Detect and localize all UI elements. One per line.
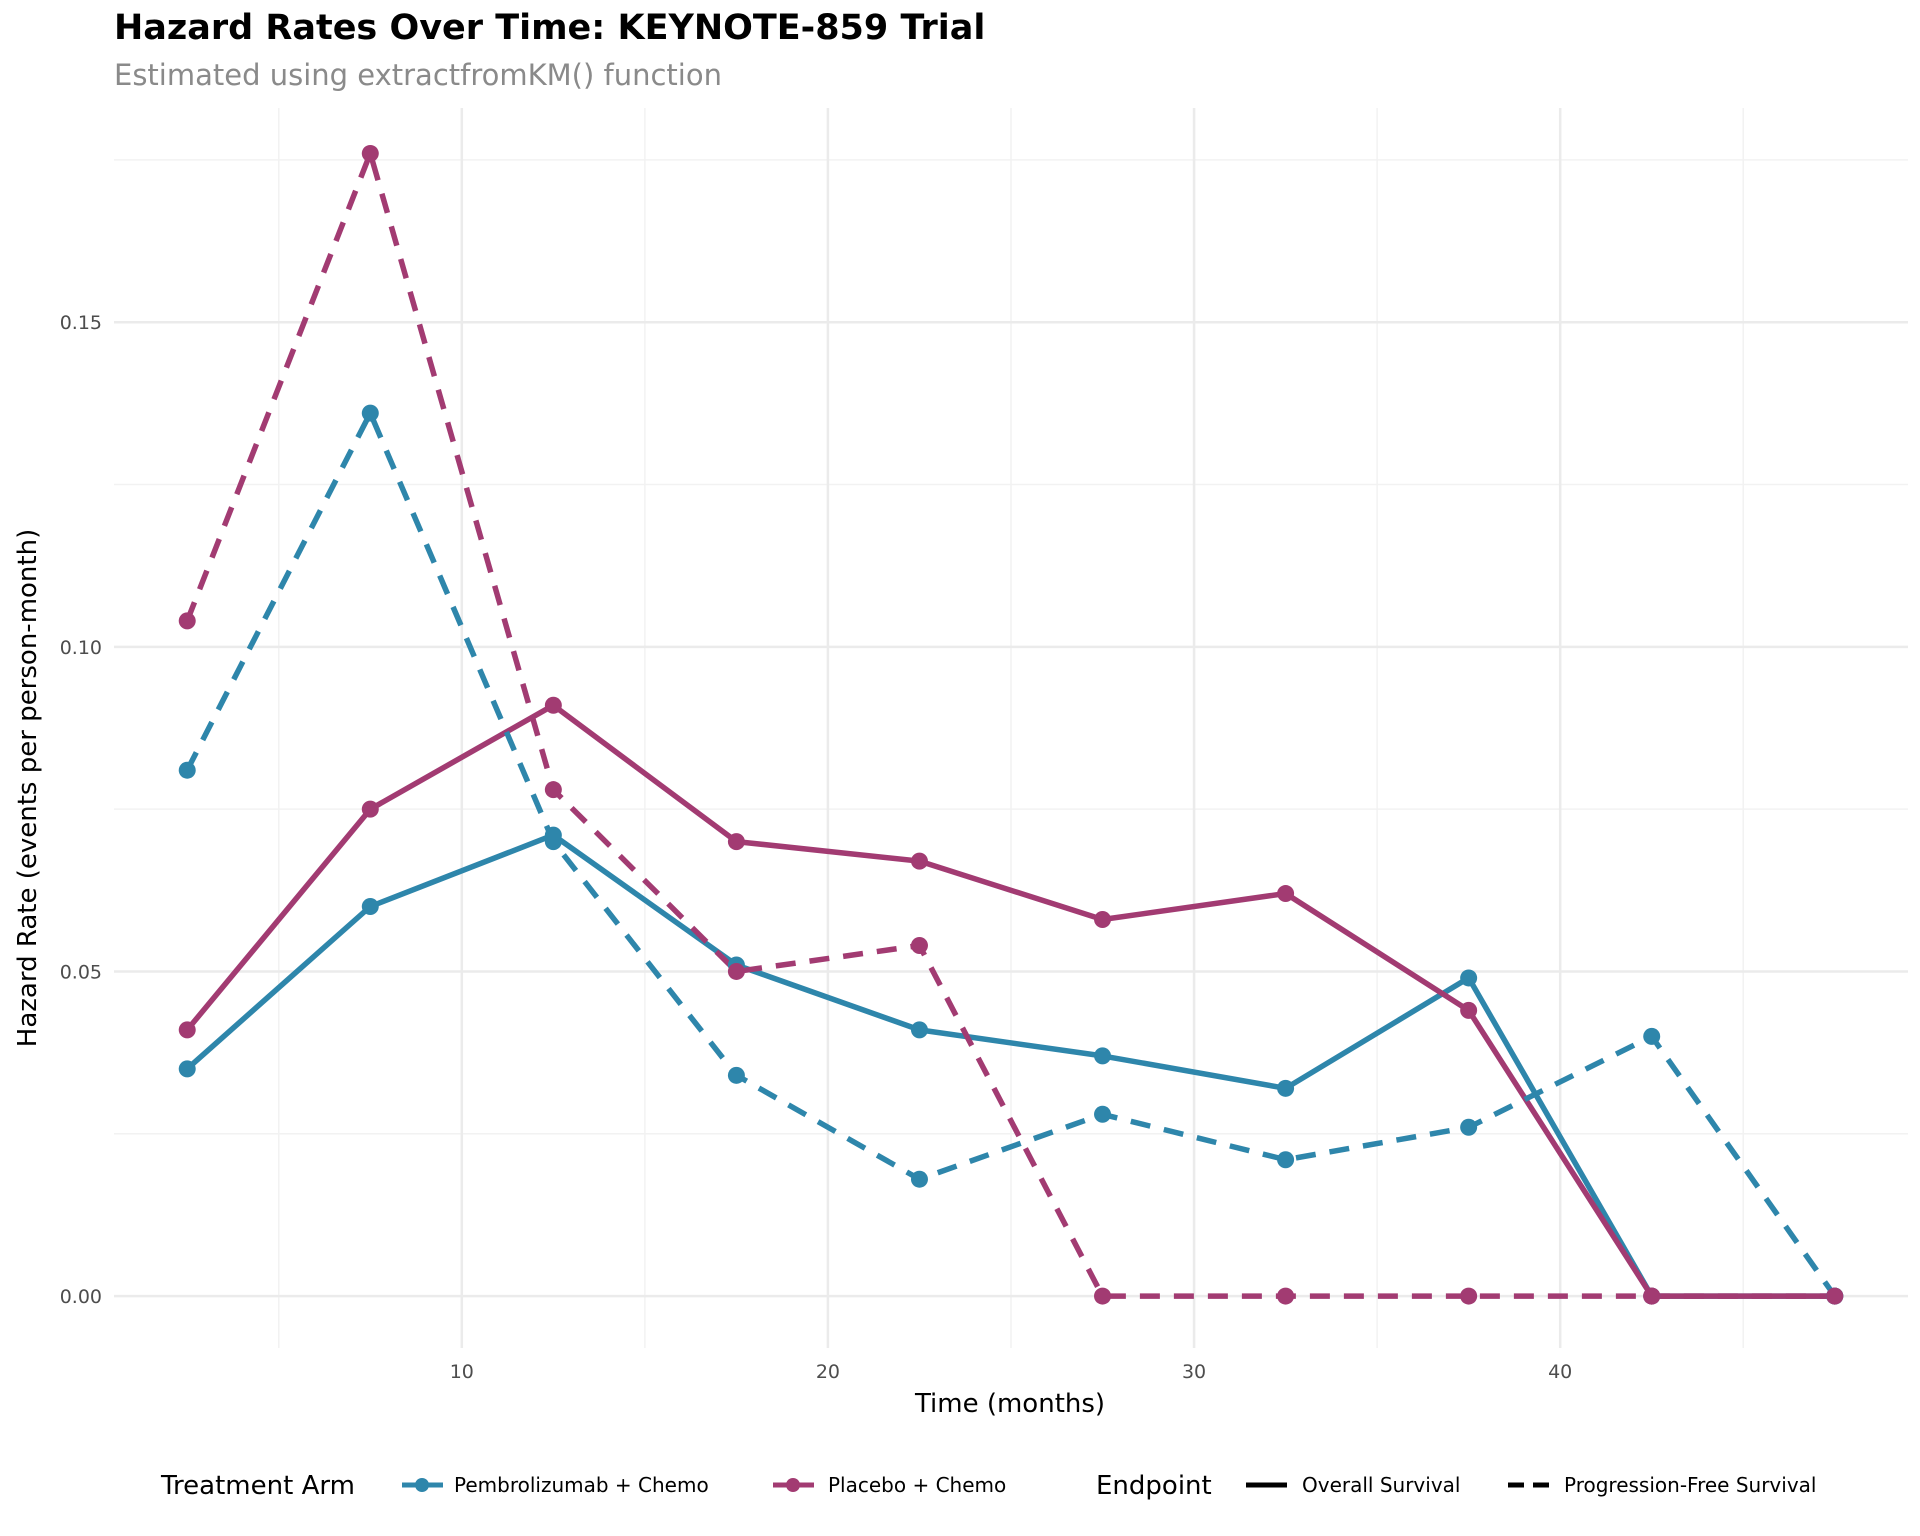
data-point [727,833,745,851]
data-point [1277,1287,1295,1305]
data-point [1094,1047,1112,1065]
data-point [1643,1027,1661,1045]
data-point [1094,1287,1112,1305]
chart-title: Hazard Rates Over Time: KEYNOTE-859 Tria… [114,8,986,48]
series-line-2 [184,410,1838,1298]
series-line-3 [184,150,1835,1299]
data-point [910,1021,928,1039]
data-point [1460,969,1478,987]
data-point [727,1066,745,1084]
series-layer [178,144,1844,1305]
x-tick-label: 30 [1182,1361,1206,1383]
data-point [1826,1287,1844,1305]
legend-endpoint-title: Endpoint [1096,1471,1212,1501]
data-point [361,144,379,162]
axis-layer: 10 20 30 40 0.00 0.05 0.10 0.15 [60,312,1573,1383]
data-point [544,696,562,714]
legend-arm-placebo-label: Placebo + Chemo [828,1473,1006,1497]
data-point [910,936,928,954]
legend-endpoint-os-label: Overall Survival [1302,1473,1460,1497]
data-point [361,898,379,916]
legend-arm-pembro-label: Pembrolizumab + Chemo [454,1473,709,1497]
y-axis-title: Hazard Rate (events per person-month) [13,529,43,1047]
x-tick-label: 10 [450,1361,474,1383]
data-point [1460,1001,1478,1019]
series-line-0 [185,832,1835,1299]
series-line-1 [185,702,1835,1299]
x-tick-label: 20 [816,1361,840,1383]
legend-arm-title: Treatment Arm [160,1471,355,1501]
data-point [544,781,562,799]
data-point [544,833,562,851]
y-tick-label: 0.15 [60,312,102,334]
chart-subtitle: Estimated using extractfromKM() function [114,58,722,92]
data-point [1460,1287,1478,1305]
legend-arm-placebo-point [786,1478,800,1492]
data-point [178,1021,196,1039]
data-point [1277,1079,1295,1097]
data-point [1094,1105,1112,1123]
data-point [1277,885,1295,903]
data-point [910,1170,928,1188]
data-point [1643,1287,1661,1305]
data-point [361,404,379,422]
x-tick-label: 40 [1548,1361,1572,1383]
data-point [178,612,196,630]
data-point [1094,911,1112,929]
legend-endpoint-pfs-label: Progression-Free Survival [1564,1473,1816,1497]
data-point [1460,1118,1478,1136]
y-tick-label: 0.00 [60,1286,102,1308]
data-point [1277,1151,1295,1169]
y-tick-label: 0.10 [60,637,102,659]
y-tick-label: 0.05 [60,961,102,983]
legend-arm-pembro-point [415,1478,429,1492]
data-point [178,761,196,779]
grid-layer [114,108,1908,1348]
data-point [178,1060,196,1078]
x-axis-title: Time (months) [914,1389,1105,1419]
data-point [910,852,928,870]
legend: Treatment Arm Pembrolizumab + Chemo Plac… [160,1471,1816,1501]
data-point [727,962,745,980]
data-point [361,800,379,818]
